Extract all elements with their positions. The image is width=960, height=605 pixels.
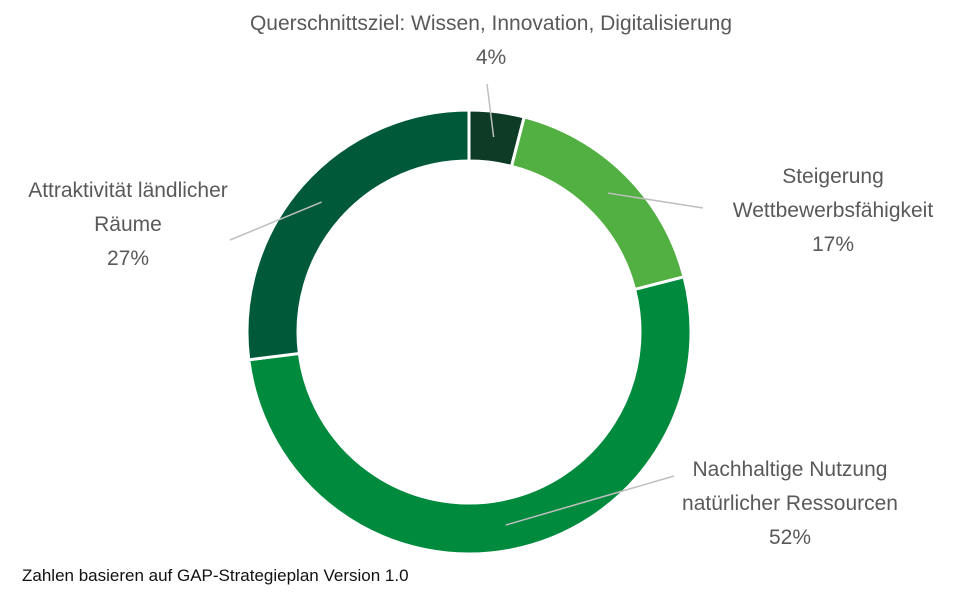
leader-line-3 [505,475,675,526]
slice-2 [509,115,686,292]
slice-label-2-line-2: Wettbewerbsfähigkeit [733,199,934,222]
slice-value-label-3: 52% [769,526,811,549]
leader-line-4 [229,201,322,241]
slice-label-4-line-1: Attraktivität ländlicher [28,179,228,202]
leader-line-1 [486,83,495,138]
slice-label-2-line-1: Steigerung [782,165,884,188]
slice-label-1-line-1: Querschnittsziel: Wissen, Innovation, Di… [250,12,732,35]
slice-label-3-line-1: Nachhaltige Nutzung [693,458,888,481]
leader-line-2 [607,192,704,209]
slice-value-label-2: 17% [812,233,854,256]
footnote: Zahlen basieren auf GAP-Strategieplan Ve… [22,566,409,585]
slice-label-4-line-2: Räume [94,213,162,236]
slice-3 [247,274,693,556]
slice-value-label-4: 27% [107,247,149,270]
slice-value-label-1: 4% [476,46,506,69]
slice-label-3-line-2: natürlicher Ressourcen [682,492,898,515]
slice-4 [245,108,471,362]
